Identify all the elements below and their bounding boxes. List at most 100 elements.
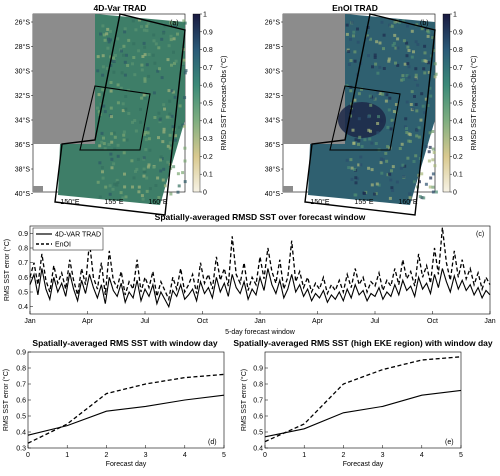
sst-pixel [415, 129, 419, 132]
sst-pixel [375, 182, 379, 186]
sst-pixel [388, 172, 391, 176]
sst-pixel [123, 73, 127, 77]
sst-pixel [345, 84, 349, 88]
sst-pixel [98, 144, 102, 148]
chart-c-panel-label: (c) [476, 231, 484, 238]
sst-pixel [352, 168, 356, 171]
sst-pixel [403, 164, 407, 168]
sst-pixel [347, 49, 351, 53]
sst-pixel [169, 34, 173, 38]
sst-pixel [113, 54, 117, 57]
sst-pixel [131, 19, 135, 23]
sst-pixel [173, 95, 177, 99]
sst-pixel [401, 74, 405, 78]
lat-tick-label: 32°S [265, 92, 281, 100]
sst-pixel [123, 27, 127, 31]
sst-pixel [356, 177, 360, 181]
sst-pixel [116, 181, 120, 184]
sst-pixel [350, 177, 354, 181]
sst-pixel [415, 109, 419, 113]
sst-pixel [406, 156, 410, 160]
sst-pixel [111, 187, 115, 191]
sst-pixel [354, 193, 358, 197]
sst-pixel [390, 169, 393, 173]
sst-pixel [137, 49, 141, 53]
sst-pixel [160, 37, 164, 41]
sst-pixel [147, 137, 151, 141]
map-b-colorbar: 0 0.1 0.2 0.3 0.4 0.5 0.6 0.7 0.8 0.9 1 RMSD SST F… [442, 12, 478, 197]
sst-pixel [122, 133, 126, 137]
sst-pixel [116, 143, 120, 147]
sst-pixel [109, 152, 113, 156]
sst-pixel [143, 79, 147, 83]
lat-tick-label: 26°S [265, 19, 281, 27]
sst-pixel [407, 65, 411, 69]
chart-c-title: Spatially-averaged RMSD SST over forecas… [155, 212, 366, 222]
map-a-colorbar: 0 0.1 0.2 0.3 0.4 0.5 0.6 0.7 0.8 0.9 1 RMSD SST F… [192, 12, 228, 197]
sst-pixel [371, 65, 374, 69]
sst-pixel [116, 154, 120, 158]
sst-pixel [405, 100, 409, 104]
sst-pixel [108, 29, 112, 33]
sst-pixel [401, 163, 405, 167]
sst-pixel [374, 192, 378, 196]
sst-pixel [431, 185, 435, 189]
sst-pixel [380, 171, 384, 175]
sst-pixel [146, 165, 150, 169]
sst-pixel [387, 108, 391, 112]
chart-e-y-ticks: 0.4 0.5 0.6 0.7 0.8 0.9 [253, 366, 268, 453]
sst-pixel [108, 192, 112, 196]
sst-pixel [110, 166, 114, 170]
sst-pixel [102, 104, 106, 108]
y-tick-label: 0.7 [18, 260, 28, 267]
sst-pixel [405, 54, 409, 58]
sst-pixel [394, 111, 398, 114]
sst-pixel [143, 132, 146, 136]
map-a-frame: (a) [32, 13, 188, 216]
sst-pixel [143, 77, 147, 81]
sst-pixel [394, 46, 398, 50]
sst-pixel [96, 180, 100, 184]
sst-pixel [418, 157, 422, 160]
sst-pixel [421, 59, 425, 63]
sst-pixel [349, 114, 352, 118]
sst-pixel [400, 78, 404, 82]
x-tick-label: 0 [26, 452, 30, 459]
sst-pixel [417, 135, 421, 139]
sst-pixel [144, 131, 148, 134]
sst-pixel [353, 98, 357, 102]
sst-pixel [385, 93, 389, 97]
sst-pixel [357, 117, 361, 121]
sst-pixel [386, 145, 390, 149]
x-tick-label: Oct [197, 318, 208, 325]
lat-tick-label: 26°S [15, 19, 31, 27]
lat-tick-label: 40°S [15, 190, 31, 198]
sst-pixel [144, 138, 148, 142]
sst-pixel [123, 60, 127, 64]
sst-pixel [388, 196, 392, 200]
sst-pixel [166, 58, 170, 62]
sst-pixel [125, 53, 128, 57]
chart-c-legend: 4D-VAR TRAD EnOI [32, 227, 104, 251]
sst-pixel [389, 178, 393, 182]
sst-pixel [431, 36, 435, 40]
sst-pixel [181, 61, 185, 65]
sst-pixel [100, 166, 104, 169]
sst-pixel [121, 196, 125, 200]
sst-pixel [156, 69, 160, 73]
sst-pixel [96, 106, 99, 110]
chart-e: Spatially-averaged RMS SST (high EKE reg… [233, 338, 493, 468]
colorbar-tick-label: 0.8 [203, 47, 213, 54]
chart-c-series [29, 227, 491, 309]
sst-pixel [108, 184, 112, 188]
lat-tick-label: 38°S [15, 166, 31, 174]
sst-pixel [402, 39, 406, 43]
colorbar-tick-label: 0 [203, 190, 207, 197]
sst-pixel [370, 141, 374, 145]
colorbar-tick-label: 0.9 [203, 29, 213, 36]
sst-pixel [414, 154, 418, 158]
map-panel-a: 4D-Var TRAD (a) 26°S 28°S 30°S 32°S 34°S 36°S… [15, 3, 228, 216]
lon-tick-label: 155°E [354, 198, 373, 206]
sst-pixel [122, 130, 126, 134]
sst-pixel [122, 151, 126, 155]
